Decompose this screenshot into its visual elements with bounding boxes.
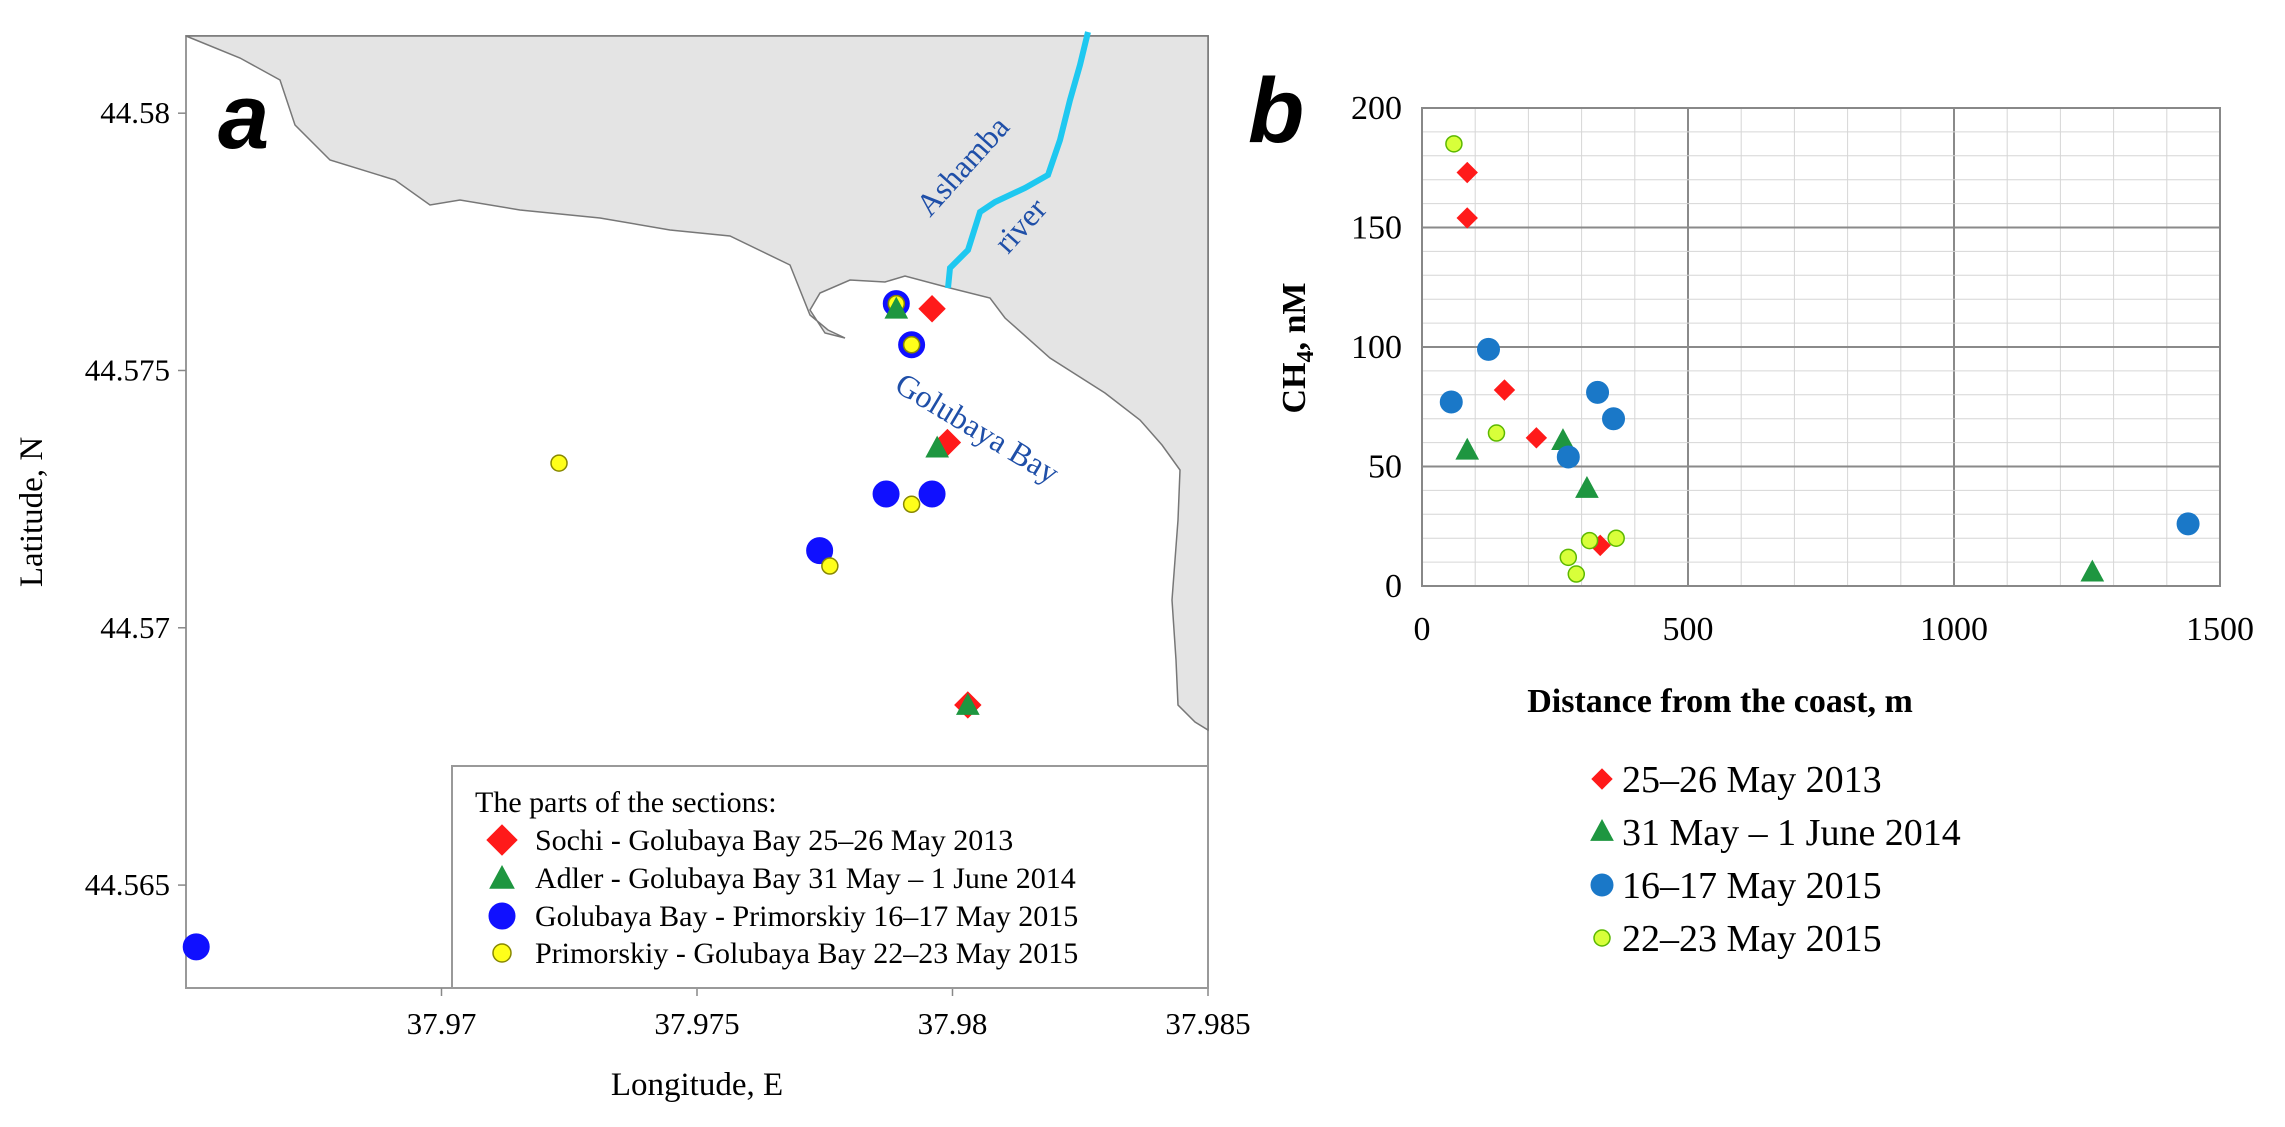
b-y-tick-label: 0: [1385, 568, 1402, 605]
b-x-tick-label: 1500: [2186, 611, 2254, 648]
a-point-2013: [918, 295, 946, 323]
legend-a-entry-sochi: Sochi - Golubaya Bay 25–26 May 2013: [535, 824, 1013, 857]
a-point-2014: [925, 435, 950, 458]
a-point-may22-2015: [550, 454, 568, 472]
b-x-tick-label: 500: [1663, 611, 1714, 648]
legend-a-entry-primorskiy: Primorskiy - Golubaya Bay 22–23 May 2015: [535, 937, 1078, 970]
legend-b-marker-diamond: [1591, 768, 1613, 790]
a-x-tick-label: 37.98: [918, 1006, 988, 1041]
b-point-may22-2015: [1487, 424, 1506, 442]
a-point-may16-2015: [918, 480, 946, 508]
legend-a-marker-triangle: [489, 864, 515, 889]
legend-b-entry-2013: 25–26 May 2013: [1622, 759, 1882, 801]
a-y-tick-label: 44.57: [100, 610, 170, 645]
b-point-2013: [1493, 379, 1516, 401]
panel-a-y-axis-title: Latitude, N: [14, 437, 50, 587]
panel-a-axes: 37.97 37.975 37.98 37.985 44.58 44.575 44.57 44…: [85, 95, 1251, 1041]
b-point-2013: [1456, 161, 1478, 184]
b-point-may16-2015: [1477, 337, 1500, 361]
panel-b-label: b: [1248, 60, 1304, 162]
panel-a-legend: The parts of the sections: Sochi - Golub…: [451, 765, 1209, 989]
b-point-may22-2015: [1559, 548, 1578, 567]
a-point-may16-2015: [182, 933, 210, 961]
b-y-tick-label: 200: [1351, 90, 1402, 127]
panel-a-points: [182, 290, 982, 961]
a-x-tick-label: 37.97: [407, 1006, 477, 1041]
panel-b-y-axis-title: CH4, nM: [1276, 283, 1319, 414]
panel-a-map: Ashamba river Golubaya Bay 37.97 37.975 37…: [14, 31, 1251, 1103]
b-point-may22-2015: [1567, 565, 1586, 583]
legend-b-marker-lime-circle: [1593, 929, 1611, 947]
a-point-may16-2015: [806, 537, 834, 565]
b-point-2014: [1455, 437, 1480, 460]
a-point-may22-2015: [821, 557, 839, 575]
panel-a-label: a: [218, 66, 269, 168]
panel-b-legend: 25–26 May 2013 31 May – 1 June 2014 16–1…: [1590, 759, 1961, 960]
a-point-2014: [955, 692, 980, 715]
a-y-tick-label: 44.58: [100, 95, 170, 130]
a-y-tick-label: 44.565: [85, 867, 170, 902]
b-point-2013: [1525, 427, 1548, 449]
legend-a-markers: [486, 824, 518, 963]
a-point-may22-2015: [902, 336, 921, 354]
legend-a-marker-diamond: [486, 824, 518, 856]
legend-a-marker-yellow-circle: [492, 943, 512, 963]
a-y-tick-label: 44.575: [85, 352, 170, 387]
b-point-2014: [1575, 475, 1599, 498]
legend-b-marker-blue-circle: [1590, 873, 1614, 897]
a-x-tick-label: 37.985: [1165, 1006, 1250, 1041]
b-point-2014: [2080, 559, 2105, 582]
b-x-tick-label: 1000: [1920, 611, 1988, 648]
legend-a-entry-golubaya: Golubaya Bay - Primorskiy 16–17 May 2015: [535, 900, 1078, 933]
b-y-tick-label: 150: [1351, 210, 1402, 247]
a-point-2014: [884, 296, 909, 319]
b-x-tick-label: 0: [1414, 611, 1431, 648]
panel-b-grid: [1421, 107, 2221, 587]
ashamba-river: [945, 31, 1091, 289]
y-title-unit: , nM: [1276, 283, 1313, 351]
legend-a-marker-blue-circle: [488, 902, 516, 930]
panel-b-points: [1439, 135, 2200, 583]
a-point-may16-2015: [872, 480, 900, 508]
panel-b-axes: 0 500 1000 1500 0 50 100 150 200: [1351, 90, 2254, 648]
land-area: [185, 35, 1209, 732]
y-title-sub: 4: [1293, 351, 1319, 363]
a-point-may22-2015: [902, 495, 921, 514]
b-point-may16-2015: [1439, 390, 1463, 414]
b-point-may16-2015: [2176, 512, 2200, 536]
legend-b-entry-2014: 31 May – 1 June 2014: [1622, 812, 1961, 854]
a-x-tick-label: 37.975: [654, 1006, 739, 1041]
b-y-tick-label: 50: [1368, 449, 1402, 486]
b-point-may22-2015: [1580, 531, 1599, 550]
legend-b-entry-may-2015: 16–17 May 2015: [1622, 865, 1882, 907]
legend-a-title: The parts of the sections:: [475, 786, 777, 819]
b-point-may16-2015: [1586, 380, 1610, 404]
legend-b-entry-late-may-2015: 22–23 May 2015: [1622, 918, 1882, 960]
legend-b-markers: [1590, 768, 1614, 947]
panel-a-x-axis-title: Longitude, E: [611, 1067, 783, 1103]
y-title-ch: CH: [1276, 363, 1313, 414]
panel-b-x-axis-title: Distance from the coast, m: [1527, 683, 1913, 720]
legend-a-entry-adler: Adler - Golubaya Bay 31 May – 1 June 201…: [535, 862, 1076, 895]
b-point-may16-2015: [1556, 445, 1580, 469]
b-point-2013: [1456, 207, 1478, 229]
legend-b-marker-triangle: [1590, 818, 1614, 841]
legend-a-box: [451, 765, 1209, 989]
b-point-may16-2015: [1602, 407, 1626, 431]
b-point-may22-2015: [1445, 135, 1463, 153]
plot-b-frame: [1421, 107, 2221, 587]
b-y-tick-label: 100: [1351, 329, 1402, 366]
b-point-may22-2015: [1607, 529, 1625, 547]
panel-b-scatter: 0 500 1000 1500 0 50 100 150 200 b Distance from…: [1248, 60, 2254, 960]
